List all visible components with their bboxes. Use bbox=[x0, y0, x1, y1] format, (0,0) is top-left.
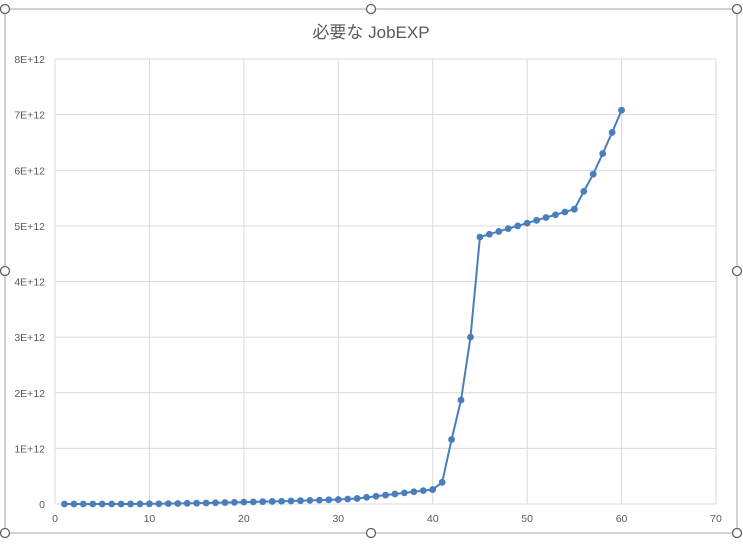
data-point[interactable] bbox=[287, 497, 295, 505]
data-point[interactable] bbox=[61, 500, 68, 508]
data-point[interactable] bbox=[495, 228, 503, 235]
data-point[interactable] bbox=[353, 495, 361, 502]
x-tick-labels: 0 10 20 30 40 50 60 70 bbox=[52, 513, 722, 525]
data-point[interactable] bbox=[108, 500, 116, 508]
data-point[interactable] bbox=[306, 496, 314, 504]
data-point[interactable] bbox=[325, 496, 333, 504]
y-tick-label: 6E+12 bbox=[14, 165, 45, 177]
x-tick-label: 0 bbox=[52, 513, 58, 525]
data-point[interactable] bbox=[429, 486, 437, 493]
data-point[interactable] bbox=[334, 496, 342, 503]
data-point[interactable] bbox=[382, 491, 389, 499]
x-tick-label: 10 bbox=[144, 513, 156, 525]
data-point[interactable] bbox=[259, 498, 267, 506]
resize-handle-top-center[interactable] bbox=[365, 3, 377, 15]
x-tick-label: 20 bbox=[238, 513, 250, 525]
data-point[interactable] bbox=[523, 219, 531, 227]
series-0[interactable] bbox=[61, 106, 625, 508]
data-point[interactable] bbox=[212, 499, 219, 507]
x-tick-label: 30 bbox=[332, 513, 344, 525]
data-point[interactable] bbox=[618, 106, 625, 114]
data-point[interactable] bbox=[278, 497, 286, 505]
data-point[interactable] bbox=[504, 225, 512, 233]
data-point[interactable] bbox=[419, 487, 427, 495]
resize-handle-bottom-left[interactable] bbox=[0, 527, 11, 539]
data-point[interactable] bbox=[561, 208, 569, 216]
data-point[interactable] bbox=[297, 497, 304, 505]
gridlines bbox=[54, 58, 717, 505]
x-tick-label: 50 bbox=[521, 513, 533, 525]
data-point[interactable] bbox=[580, 187, 588, 195]
data-point[interactable] bbox=[608, 129, 616, 136]
data-point[interactable] bbox=[117, 500, 125, 508]
x-tick-label: 70 bbox=[710, 513, 722, 525]
data-point[interactable] bbox=[570, 205, 578, 213]
data-point[interactable] bbox=[400, 489, 408, 497]
data-point[interactable] bbox=[155, 500, 163, 508]
data-point[interactable] bbox=[98, 500, 106, 508]
x-tick-label: 40 bbox=[427, 513, 439, 525]
data-point[interactable] bbox=[410, 488, 418, 496]
data-point[interactable] bbox=[70, 500, 78, 508]
resize-handle-middle-right[interactable] bbox=[731, 265, 743, 277]
data-point[interactable] bbox=[231, 498, 238, 506]
data-point[interactable] bbox=[136, 500, 144, 508]
x-tick-label: 60 bbox=[616, 513, 628, 525]
data-point[interactable] bbox=[438, 478, 446, 486]
data-point[interactable] bbox=[363, 493, 371, 501]
chart-frame[interactable] bbox=[4, 8, 738, 534]
data-point[interactable] bbox=[146, 500, 153, 508]
data-point[interactable] bbox=[372, 492, 380, 500]
data-point[interactable] bbox=[476, 233, 484, 241]
resize-handle-middle-left[interactable] bbox=[0, 265, 11, 277]
data-point[interactable] bbox=[467, 333, 474, 341]
y-tick-labels: 0 1E+12 2E+12 3E+12 4E+12 5E+12 6E+12 7E+12 8E+1… bbox=[14, 54, 45, 511]
data-point[interactable] bbox=[127, 500, 134, 508]
y-tick-label: 8E+12 bbox=[14, 54, 45, 66]
resize-handle-bottom-right[interactable] bbox=[731, 527, 743, 539]
data-point[interactable] bbox=[89, 500, 97, 508]
data-point[interactable] bbox=[193, 499, 201, 507]
data-point[interactable] bbox=[448, 436, 455, 443]
resize-handle-top-left[interactable] bbox=[0, 3, 11, 15]
data-point[interactable] bbox=[249, 498, 257, 506]
resize-handle-bottom-center[interactable] bbox=[365, 527, 377, 539]
data-point[interactable] bbox=[344, 495, 352, 503]
data-point[interactable] bbox=[268, 498, 276, 505]
y-tick-label: 4E+12 bbox=[14, 277, 45, 289]
data-point[interactable] bbox=[391, 490, 399, 498]
data-point[interactable] bbox=[183, 499, 191, 507]
data-point[interactable] bbox=[599, 150, 607, 157]
data-point[interactable] bbox=[589, 170, 597, 178]
data-point[interactable] bbox=[79, 500, 87, 508]
resize-handle-top-right[interactable] bbox=[731, 3, 743, 15]
y-tick-label: 7E+12 bbox=[14, 110, 45, 122]
data-point[interactable] bbox=[316, 496, 323, 504]
y-tick-label: 5E+12 bbox=[14, 221, 45, 233]
data-point[interactable] bbox=[457, 396, 465, 404]
y-tick-label: 3E+12 bbox=[14, 332, 45, 344]
data-point[interactable] bbox=[174, 500, 182, 507]
y-tick-label: 2E+12 bbox=[14, 388, 45, 400]
data-point[interactable] bbox=[542, 214, 550, 221]
data-point[interactable] bbox=[240, 498, 248, 506]
y-tick-label: 1E+12 bbox=[14, 443, 45, 455]
data-point[interactable] bbox=[485, 230, 493, 238]
data-point[interactable] bbox=[202, 499, 210, 507]
data-point[interactable] bbox=[221, 499, 229, 506]
data-point[interactable] bbox=[514, 222, 522, 230]
data-point[interactable] bbox=[552, 211, 559, 219]
selection-handles[interactable] bbox=[0, 3, 743, 539]
chart-title: 必要な JobEXP bbox=[312, 23, 429, 42]
data-point[interactable] bbox=[164, 500, 172, 508]
y-tick-label: 0 bbox=[39, 499, 45, 511]
data-point[interactable] bbox=[533, 216, 540, 224]
